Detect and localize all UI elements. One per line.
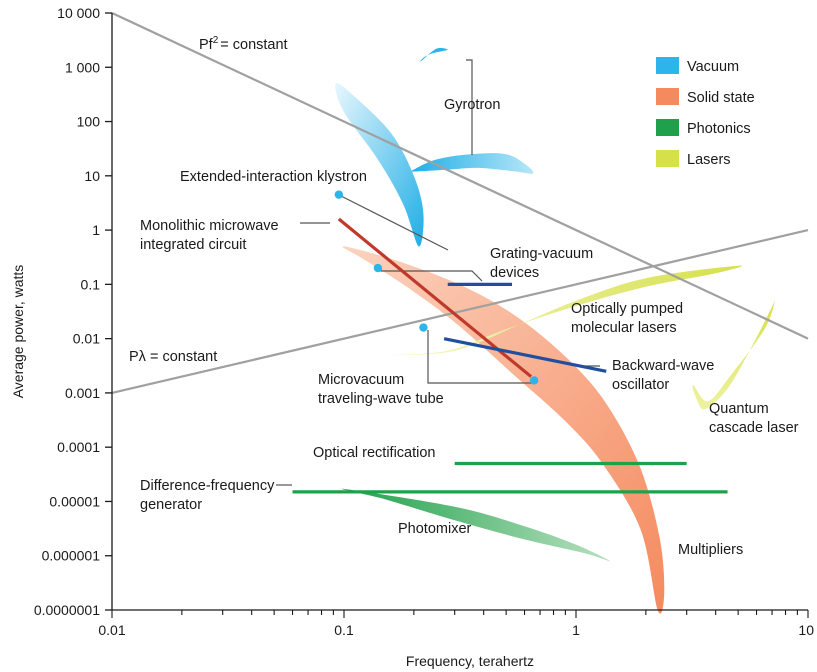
labels-layer: Pf2 = constant Pλ = constant Gyrotron Extend… — [129, 35, 799, 558]
legend-label-vacuum: Vacuum — [687, 59, 739, 75]
label-line: Backward-wave — [612, 358, 714, 374]
label-line: oscillator — [612, 377, 669, 393]
label-gyrotron: Gyrotron — [444, 97, 500, 113]
leaders-layer — [276, 59, 600, 486]
region-gyrotron — [410, 153, 534, 174]
label-line: Multipliers — [678, 542, 743, 558]
legend-swatch-vacuum — [656, 57, 679, 74]
y-tick-label: 100 — [77, 114, 101, 130]
y-tick-label: 1 000 — [65, 59, 100, 75]
y-tick-label: 0.1 — [81, 276, 101, 292]
gyrotron-leader — [466, 59, 473, 155]
regions-layer — [335, 47, 776, 614]
constant-line-label-sup: 2 — [213, 35, 219, 46]
legend-label-solid-state: Solid state — [687, 90, 755, 106]
label-line: Grating-vacuum — [490, 246, 593, 262]
point-extended-interaction-klystron-point — [334, 190, 344, 199]
label-line: Microvacuum — [318, 372, 404, 388]
axes-layer: 10 000 1 000 100 10 1 0.1 0.01 0.001 0.0001 0.000… — [10, 5, 814, 669]
region-solid-state — [342, 246, 665, 614]
label-line: Quantum — [709, 401, 769, 417]
label-extended-interaction-klystron: Extended-interaction klystron — [180, 169, 367, 185]
y-tick-label: 0.0001 — [57, 439, 100, 455]
label-multipliers: Multipliers — [678, 542, 743, 558]
series-backward-wave-oscillator — [443, 337, 607, 373]
y-tick-label: 10 — [84, 168, 100, 184]
label-line: devices — [490, 265, 539, 281]
y-tick-label: 1 — [92, 222, 100, 238]
label-optical-rectification: Optical rectification — [313, 445, 436, 461]
label-line: Photomixer — [398, 521, 472, 537]
label-difference-frequency-generator: Difference-frequency generator — [140, 478, 275, 513]
point-microvacuum-point-1 — [419, 323, 428, 332]
constant-line-1 — [111, 12, 809, 340]
y-tick-label: 0.01 — [73, 331, 100, 347]
y-tick-label: 0.001 — [65, 385, 100, 401]
point-grating-vacuum-point — [373, 263, 383, 273]
label-line: Difference-frequency — [140, 478, 275, 494]
legend-swatch-solid-state — [656, 88, 679, 105]
label-line: Optical rectification — [313, 445, 436, 461]
label-line: traveling-wave tube — [318, 391, 444, 407]
constant-line-label-main: Pf — [199, 37, 214, 53]
label-line: Optically pumped — [571, 301, 683, 317]
klystron-leader — [340, 195, 449, 251]
label-line: Gyrotron — [444, 97, 500, 113]
y-tick-label: 0.0000001 — [34, 602, 100, 618]
region-optically-pumped-molecular-lasers — [384, 265, 742, 356]
constant-line-label-pf2: Pf2 = constant — [199, 35, 288, 53]
label-backward-wave-oscillator: Backward-wave oscillator — [612, 358, 714, 393]
x-tick-label: 0.1 — [334, 622, 354, 638]
label-line: generator — [140, 497, 202, 513]
y-axis-title: Average power, watts — [10, 265, 26, 399]
label-line: Monolithic microwave — [140, 218, 279, 234]
constant-line-label-rest: = constant — [220, 37, 287, 53]
y-tick-label: 0.000001 — [42, 548, 101, 564]
x-tick-label: 10 — [798, 622, 814, 638]
legend: Vacuum Solid state Photonics Lasers — [656, 57, 755, 168]
label-line: integrated circuit — [140, 237, 246, 253]
x-axis-title: Frequency, terahertz — [406, 653, 534, 669]
points-layer — [334, 190, 539, 385]
label-monolithic-microwave-integrated-circuit: Monolithic microwave integrated circuit — [140, 218, 279, 253]
label-line: molecular lasers — [571, 320, 677, 336]
label-photomixer: Photomixer — [398, 521, 472, 537]
legend-swatch-photonics — [656, 119, 679, 136]
microvacuum-leader — [427, 330, 535, 384]
constant-line-label-plambda: Pλ = constant — [129, 349, 217, 365]
legend-label-lasers: Lasers — [687, 152, 731, 168]
label-line: Extended-interaction klystron — [180, 169, 367, 185]
label-quantum-cascade-laser: Quantum cascade laser — [709, 401, 799, 436]
legend-swatch-lasers — [656, 150, 679, 167]
region-photomixer — [341, 488, 611, 562]
label-microvacuum-traveling-wave-tube: Microvacuum traveling-wave tube — [318, 372, 444, 407]
y-tick-label: 0.00001 — [49, 493, 100, 509]
constant-line-2 — [111, 229, 809, 394]
label-optically-pumped-molecular-lasers: Optically pumped molecular lasers — [571, 301, 683, 336]
label-line: cascade laser — [709, 420, 799, 436]
x-tick-label: 1 — [572, 622, 580, 638]
label-grating-vacuum-devices: Grating-vacuum devices — [490, 246, 593, 281]
region-extended-interaction-klystron-region — [335, 82, 424, 247]
constant-lines-layer — [111, 12, 809, 394]
x-tick-label: 0.01 — [98, 622, 125, 638]
series-layer — [292, 217, 728, 494]
point-microvacuum-point-2 — [529, 376, 539, 385]
region-gyrotron-top — [420, 47, 448, 62]
region-quantum-cascade-laser — [692, 300, 776, 410]
y-tick-label: 10 000 — [57, 5, 100, 21]
legend-label-photonics: Photonics — [687, 121, 751, 137]
